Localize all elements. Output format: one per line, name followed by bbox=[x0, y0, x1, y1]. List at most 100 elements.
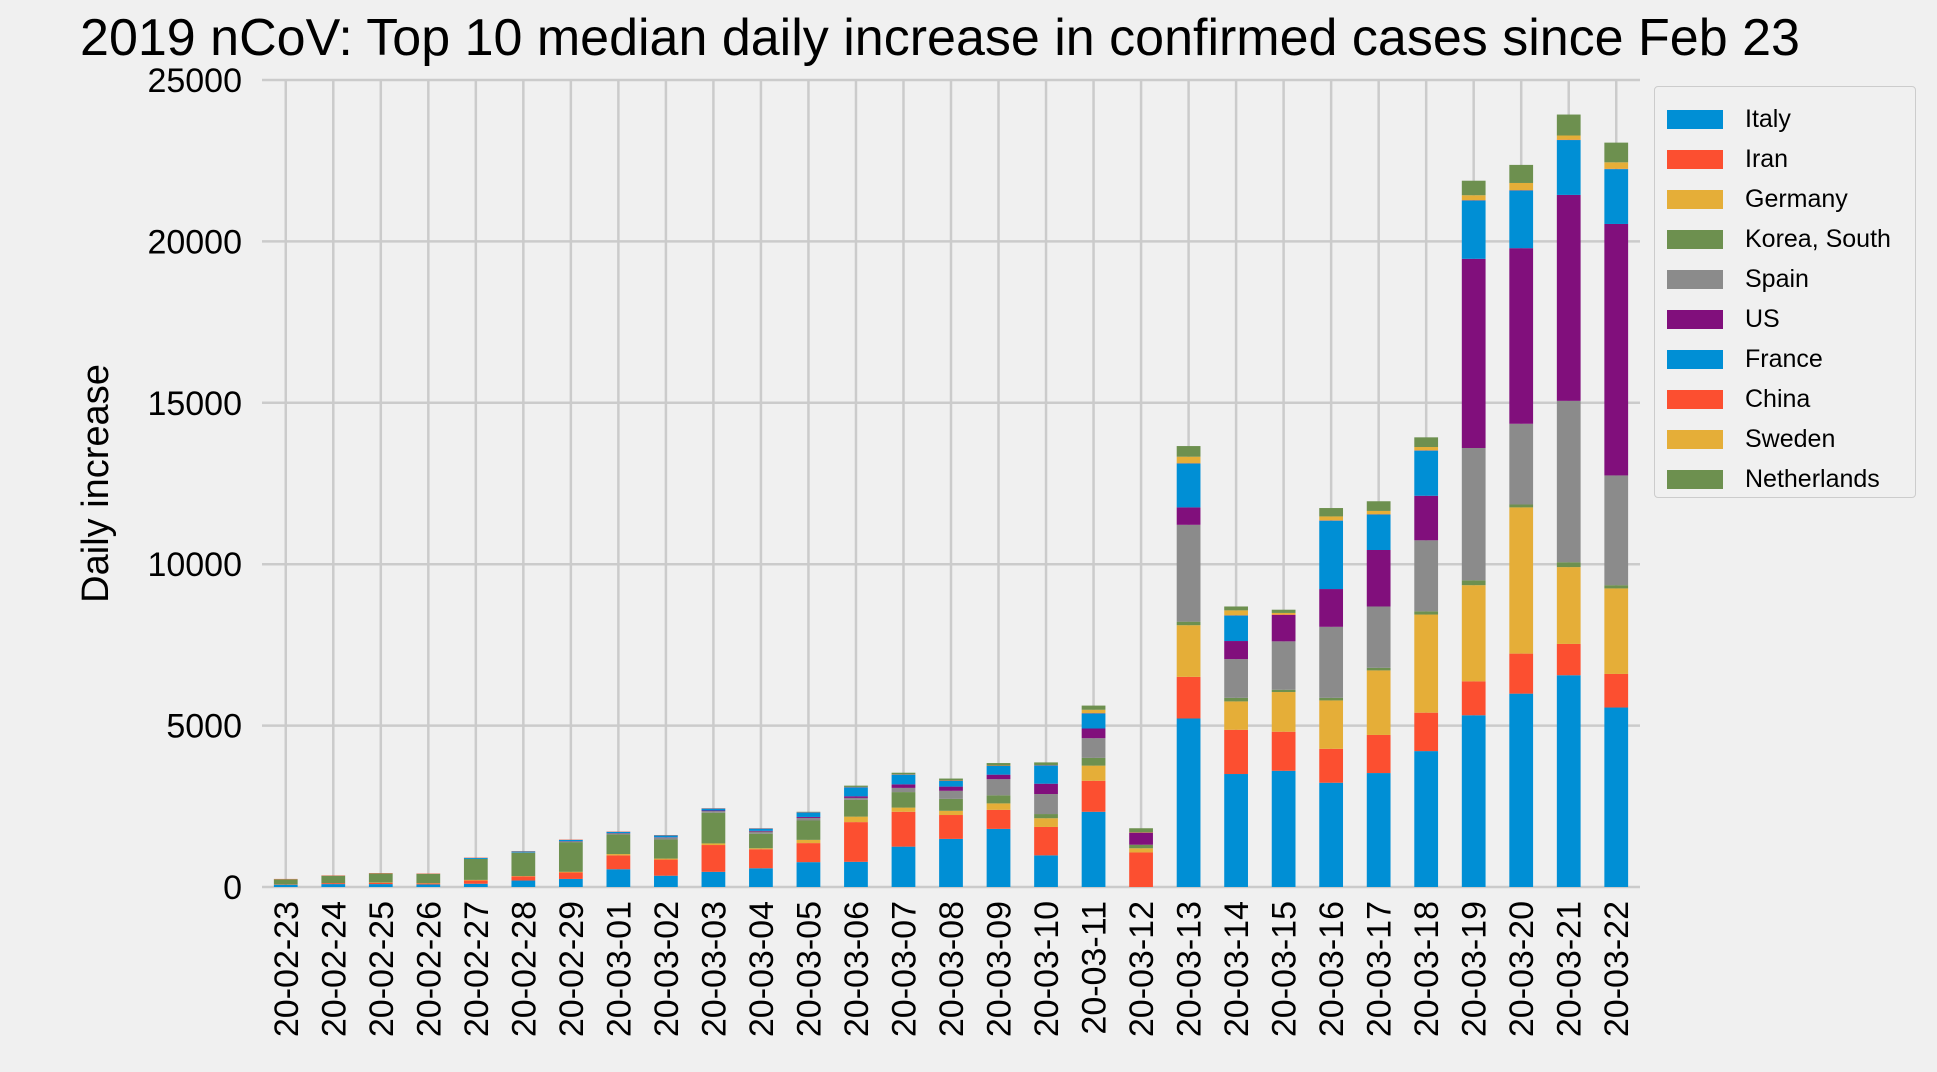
x-tick-label: 20-03-05 bbox=[790, 901, 828, 1037]
bar-segment-italy bbox=[1509, 693, 1534, 887]
bar-segment-sweden bbox=[1081, 709, 1106, 714]
bar-segment-korea-south bbox=[939, 798, 963, 811]
bar-segment-france bbox=[986, 765, 1011, 775]
bar-segment-iran bbox=[1271, 731, 1296, 771]
y-tick-label: 25000 bbox=[147, 62, 242, 100]
bar-segment-france bbox=[1556, 140, 1581, 195]
bar-segment-netherlands bbox=[1271, 609, 1296, 613]
x-tick-label: 20-02-26 bbox=[410, 901, 448, 1037]
bar-segment-netherlands bbox=[1414, 437, 1439, 448]
bar-segment-spain bbox=[1176, 524, 1201, 622]
bar-segment-france bbox=[844, 787, 868, 797]
bar-segment-us bbox=[701, 810, 726, 812]
bar-segment-germany bbox=[1224, 701, 1248, 730]
bar-segment-netherlands bbox=[1604, 142, 1629, 163]
bar-segment-us bbox=[939, 786, 963, 791]
bar-segment-iran bbox=[796, 843, 821, 863]
bar-segment-iran bbox=[749, 849, 773, 869]
bar-segment-korea-south bbox=[1414, 611, 1439, 615]
x-tick-label: 20-03-03 bbox=[695, 901, 733, 1037]
bar-segment-iran bbox=[939, 815, 963, 839]
bar-segment-germany bbox=[1366, 670, 1391, 735]
x-tick-label: 20-03-01 bbox=[600, 901, 638, 1037]
bar-segment-korea-south bbox=[1034, 814, 1058, 819]
x-tick-label: 20-03-20 bbox=[1503, 901, 1541, 1037]
bar-segment-korea-south bbox=[1224, 697, 1248, 702]
bar-segment-sweden bbox=[1366, 510, 1391, 515]
bar-segment-netherlands bbox=[1224, 606, 1248, 611]
bar-segment-germany bbox=[844, 816, 868, 823]
bar-segment-france bbox=[1604, 169, 1629, 224]
bar-segment-italy bbox=[1319, 782, 1344, 887]
bar-segment-iran bbox=[891, 811, 916, 847]
x-tick-label: 20-03-02 bbox=[648, 901, 686, 1037]
bar-segment-spain bbox=[1604, 475, 1629, 586]
bar-segment-sweden bbox=[1224, 610, 1248, 616]
x-tick-label: 20-03-09 bbox=[981, 901, 1019, 1037]
bar-segment-france bbox=[749, 828, 773, 831]
bar-segment-italy bbox=[939, 838, 963, 887]
bar-segment-france bbox=[1461, 200, 1486, 259]
x-tick-label: 20-02-23 bbox=[268, 901, 306, 1037]
bar-segment-netherlands bbox=[1461, 180, 1486, 196]
bar-segment-italy bbox=[1081, 811, 1106, 887]
bar-segment-france bbox=[511, 851, 536, 853]
bar-segment-france bbox=[1366, 514, 1391, 550]
bar-segment-iran bbox=[606, 855, 631, 870]
bar-segment-netherlands bbox=[1081, 705, 1106, 710]
bar-segment-korea-south bbox=[749, 833, 773, 849]
bar-segment-iran bbox=[1129, 852, 1153, 887]
y-tick-label: 15000 bbox=[147, 385, 242, 423]
bar-segment-sweden bbox=[1556, 135, 1581, 140]
bar-segment-korea-south bbox=[654, 839, 678, 859]
x-tick-label: 20-03-11 bbox=[1076, 901, 1114, 1035]
bar-segment-us bbox=[796, 816, 821, 818]
x-tick-label: 20-03-17 bbox=[1361, 901, 1399, 1037]
y-axis-label: Daily increase bbox=[75, 364, 117, 603]
bar-segment-france bbox=[796, 812, 821, 817]
bar-segment-france bbox=[891, 774, 916, 785]
bar-segment-italy bbox=[463, 883, 488, 887]
bar-segment-korea-south bbox=[1129, 844, 1153, 849]
bar-segment-korea-south bbox=[1081, 757, 1106, 766]
bar-segment-spain bbox=[1224, 659, 1248, 698]
bar-segment-us bbox=[1081, 728, 1106, 739]
legend-label: Sweden bbox=[1745, 424, 1836, 453]
bar-segment-italy bbox=[606, 869, 631, 887]
x-tick-label: 20-03-07 bbox=[885, 901, 923, 1037]
x-tick-label: 20-03-22 bbox=[1598, 901, 1636, 1037]
x-tick-label: 20-03-08 bbox=[933, 901, 971, 1037]
legend-swatch bbox=[1667, 149, 1723, 169]
bar-segment-france bbox=[558, 839, 583, 842]
chart-title: 2019 nCoV: Top 10 median daily increase … bbox=[80, 9, 1800, 67]
bar-segment-sweden bbox=[1319, 516, 1344, 521]
bar-segment-iran bbox=[986, 809, 1011, 829]
bar-segment-italy bbox=[796, 862, 821, 887]
bar-segment-france bbox=[1176, 463, 1201, 508]
bar-segment-us bbox=[1034, 783, 1058, 795]
bar-segment-netherlands bbox=[1366, 501, 1391, 511]
bar-segment-iran bbox=[368, 882, 393, 885]
bar-segment-italy bbox=[416, 884, 441, 887]
bar-segment-italy bbox=[891, 846, 916, 887]
legend-label: Germany bbox=[1745, 184, 1848, 213]
bar-segment-sweden bbox=[1509, 182, 1534, 191]
bar-segment-iran bbox=[1224, 729, 1248, 775]
legend-label: Korea, South bbox=[1745, 224, 1891, 253]
legend-swatch bbox=[1667, 309, 1723, 329]
x-tick-label: 20-02-25 bbox=[363, 901, 401, 1037]
bar-segment-italy bbox=[701, 871, 726, 887]
legend-item: Iran bbox=[1667, 139, 1915, 179]
legend-swatch bbox=[1667, 429, 1723, 449]
bar-segment-us bbox=[1461, 258, 1486, 448]
x-tick-label: 20-03-21 bbox=[1551, 901, 1589, 1037]
bar-segment-germany bbox=[558, 871, 583, 873]
bar-segment-us bbox=[1414, 495, 1439, 541]
y-tick-label: 5000 bbox=[166, 708, 242, 746]
bar-segment-us bbox=[1509, 248, 1534, 424]
bar-segment-italy bbox=[1556, 675, 1581, 887]
bar-segment-korea-south bbox=[511, 852, 536, 877]
y-tick-label: 20000 bbox=[147, 223, 242, 261]
bar-segment-korea-south bbox=[1271, 689, 1296, 693]
bar-segment-france bbox=[654, 835, 678, 838]
